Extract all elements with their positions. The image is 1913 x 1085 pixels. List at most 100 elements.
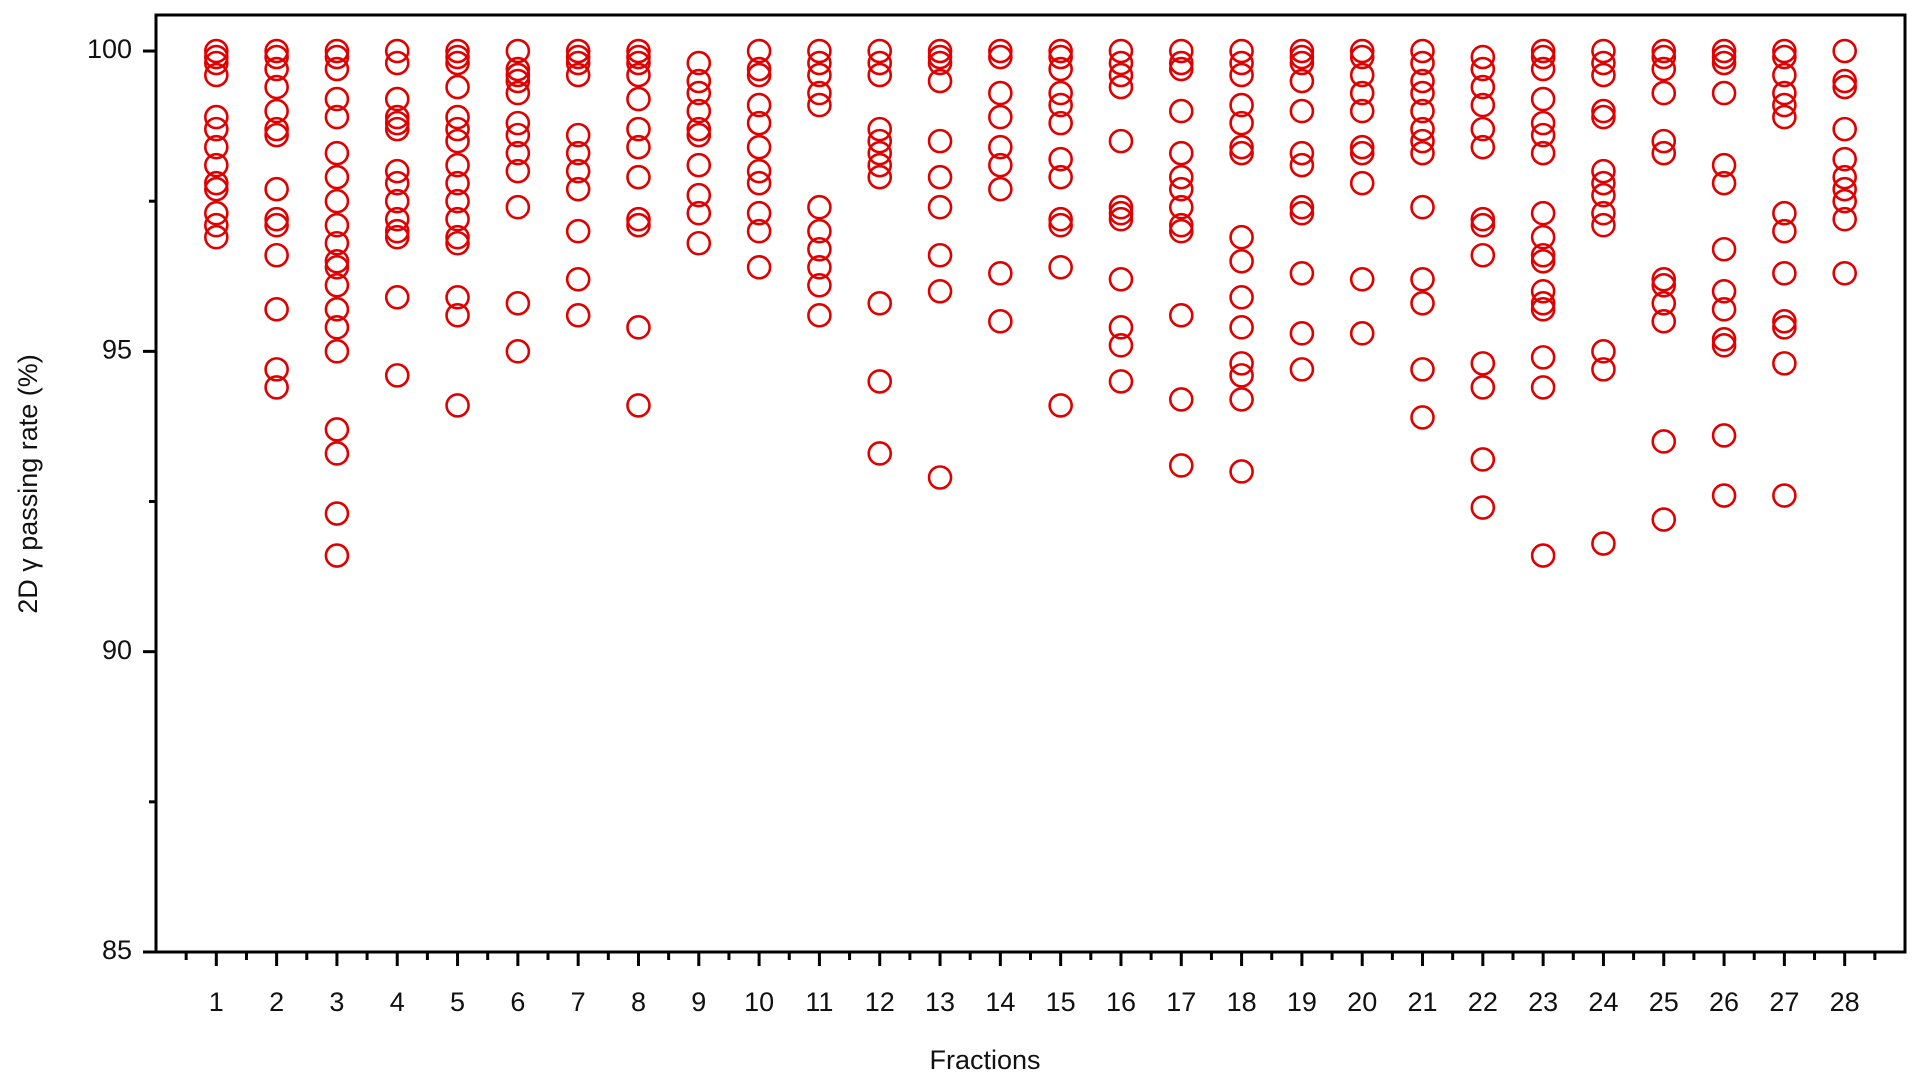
point <box>867 140 893 166</box>
point <box>1651 140 1677 166</box>
point <box>1108 315 1134 340</box>
point <box>324 339 350 364</box>
point <box>1168 164 1194 190</box>
point <box>1711 333 1737 358</box>
point <box>1651 291 1677 316</box>
point <box>445 38 470 64</box>
point <box>1591 98 1616 124</box>
point <box>1410 194 1435 220</box>
point <box>445 116 470 142</box>
point <box>565 158 591 184</box>
point <box>565 303 591 328</box>
point <box>264 74 289 100</box>
point <box>204 104 229 130</box>
point <box>1108 266 1134 292</box>
point <box>1229 50 1254 76</box>
point <box>505 38 531 64</box>
point <box>1591 357 1616 382</box>
point <box>384 86 410 112</box>
point <box>324 543 350 568</box>
point <box>867 369 893 394</box>
point <box>565 218 591 244</box>
point <box>1229 92 1254 118</box>
point <box>1048 254 1073 280</box>
point <box>445 104 470 130</box>
point <box>1289 44 1315 70</box>
point <box>1832 206 1857 232</box>
point <box>988 176 1013 202</box>
point <box>686 98 712 124</box>
point <box>1530 86 1556 112</box>
point <box>505 68 531 94</box>
point <box>1591 62 1616 88</box>
point <box>324 56 350 82</box>
point <box>445 152 470 178</box>
point <box>324 441 350 466</box>
point <box>324 315 350 340</box>
point <box>1772 92 1797 118</box>
point <box>867 50 893 76</box>
y-axis-label: 2D γ passing rate (%) <box>13 354 43 614</box>
point <box>1772 62 1797 88</box>
point <box>1711 236 1737 262</box>
point <box>1229 110 1254 136</box>
point <box>1048 56 1073 82</box>
point <box>1651 266 1677 292</box>
point <box>1349 80 1375 106</box>
point <box>1229 38 1254 64</box>
point <box>1048 92 1073 118</box>
point <box>1772 44 1797 70</box>
point <box>1289 357 1315 382</box>
point <box>807 254 832 280</box>
point <box>1711 297 1737 322</box>
point <box>1530 297 1556 322</box>
point <box>384 110 410 136</box>
point <box>324 38 350 64</box>
point <box>1470 351 1496 376</box>
point <box>1530 44 1556 70</box>
point <box>1711 327 1737 352</box>
point <box>1289 152 1315 178</box>
point <box>1108 74 1134 100</box>
point <box>1651 44 1677 70</box>
x-tick-label: 6 <box>510 987 525 1017</box>
point <box>1711 278 1737 304</box>
point <box>746 62 772 88</box>
point <box>324 230 350 256</box>
point <box>1048 206 1073 232</box>
point <box>324 417 350 442</box>
point <box>746 110 772 136</box>
point <box>1410 140 1435 166</box>
point <box>1470 56 1496 82</box>
point <box>1530 122 1556 148</box>
point <box>1048 393 1073 418</box>
point <box>1651 429 1677 454</box>
y-tick-label: 100 <box>87 34 132 64</box>
point <box>1651 80 1677 106</box>
x-tick-label: 4 <box>390 987 405 1017</box>
point <box>1591 170 1616 196</box>
point <box>1591 50 1616 76</box>
point <box>1832 164 1857 190</box>
point <box>807 38 832 64</box>
point <box>505 158 531 184</box>
point <box>626 134 651 160</box>
point <box>204 170 229 196</box>
point <box>1168 218 1194 244</box>
point <box>1530 140 1556 166</box>
point <box>204 200 229 226</box>
x-tick-label: 25 <box>1649 987 1679 1017</box>
point <box>807 303 832 328</box>
point <box>1229 351 1254 376</box>
point <box>988 134 1013 160</box>
x-tick-label: 13 <box>925 987 955 1017</box>
point <box>927 242 953 268</box>
point <box>807 50 832 76</box>
point <box>384 285 410 310</box>
x-tick-label: 17 <box>1166 987 1196 1017</box>
point <box>1832 146 1857 172</box>
point <box>626 38 651 64</box>
point <box>1229 459 1254 484</box>
point <box>1289 194 1315 220</box>
